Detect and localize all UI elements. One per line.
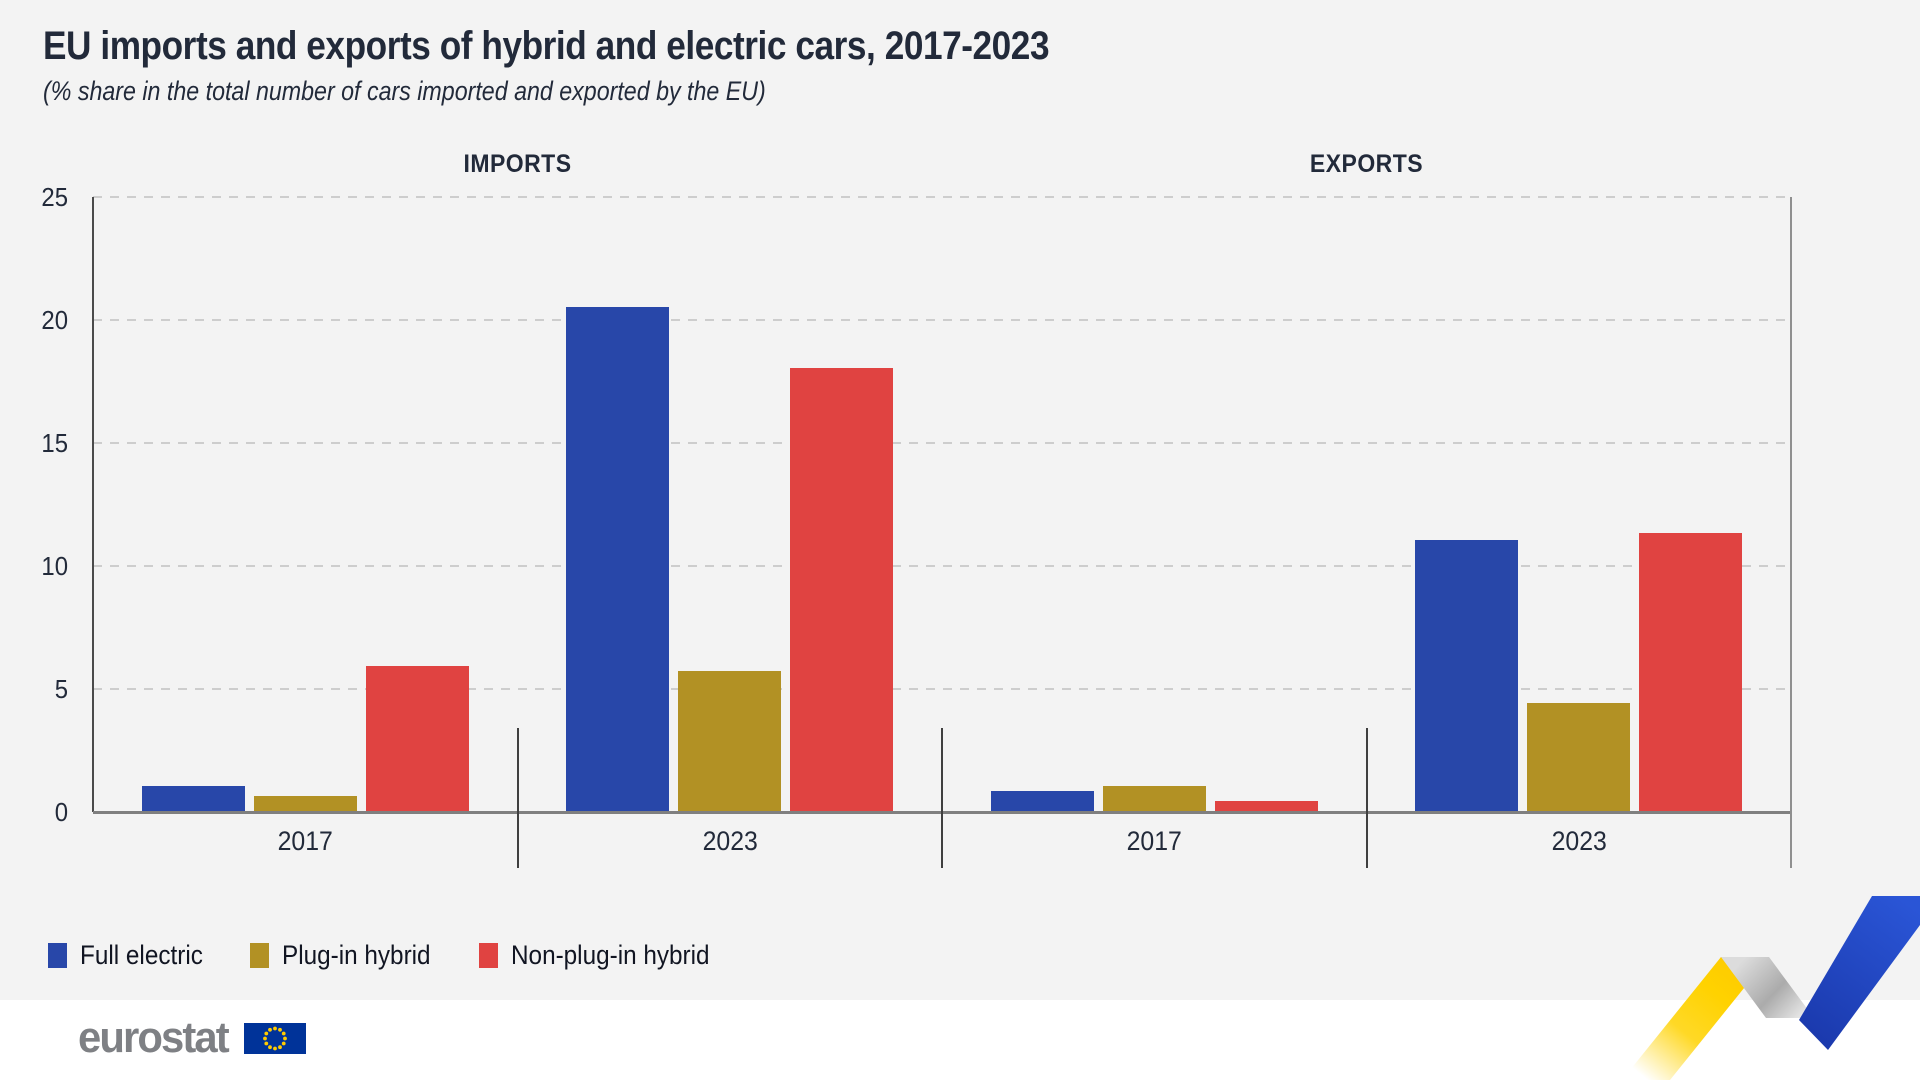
gridline-15 bbox=[93, 442, 1791, 444]
footer-strip bbox=[0, 1000, 1920, 1080]
year-label: 2023 bbox=[1551, 826, 1607, 856]
chart-plot-area: 0 5 10 15 20 25 2017 2023 2017 2023 bbox=[41, 182, 1792, 868]
bar-full-electric bbox=[566, 306, 670, 811]
bar-group-exports-2017 bbox=[942, 197, 1367, 812]
gridline-20 bbox=[93, 319, 1791, 321]
eu-flag-icon bbox=[243, 1022, 306, 1054]
bar-row bbox=[518, 306, 943, 811]
bar-group-imports-2017 bbox=[93, 197, 518, 812]
chart-legend: Full electric Plug-in hybrid Non-plug-in h… bbox=[0, 940, 1000, 970]
bar-row bbox=[1367, 533, 1792, 811]
y-tick-label: 20 bbox=[41, 305, 68, 335]
bar-full-electric bbox=[141, 786, 245, 811]
panel-header-imports: IMPORTS bbox=[463, 150, 572, 178]
bar-row bbox=[942, 786, 1367, 811]
y-tick-label: 0 bbox=[54, 797, 68, 827]
bar-group-imports-2023 bbox=[518, 197, 943, 812]
eurostat-logo-text: eurostat bbox=[78, 1013, 230, 1062]
bar-non-plug-in-hybrid bbox=[1639, 533, 1743, 811]
y-tick-label: 25 bbox=[41, 182, 68, 212]
panel-header-exports: EXPORTS bbox=[1309, 150, 1424, 178]
legend-label: Non-plug-in hybrid bbox=[511, 940, 710, 970]
legend-swatch-icon bbox=[48, 943, 67, 968]
group-separator bbox=[516, 728, 519, 868]
bar-full-electric bbox=[1415, 540, 1519, 811]
eu-flag-stars bbox=[262, 1026, 287, 1050]
year-label: 2017 bbox=[1126, 826, 1182, 856]
legend-swatch-icon bbox=[250, 943, 269, 968]
bar-row bbox=[93, 665, 518, 811]
gridline-5 bbox=[93, 688, 1791, 690]
year-label: 2017 bbox=[277, 826, 333, 856]
group-separator bbox=[1365, 728, 1368, 868]
bar-non-plug-in-hybrid bbox=[790, 368, 894, 811]
right-boundary-line bbox=[1790, 197, 1792, 868]
legend-label: Full electric bbox=[80, 940, 203, 970]
legend-item: Non-plug-in hybrid bbox=[479, 940, 732, 971]
year-label: 2023 bbox=[702, 826, 758, 856]
y-tick-label: 15 bbox=[41, 428, 68, 458]
y-axis-line bbox=[92, 197, 94, 812]
legend-label: Plug-in hybrid bbox=[282, 940, 431, 970]
bar-full-electric bbox=[990, 791, 1094, 811]
bar-plug-in-hybrid bbox=[1527, 702, 1631, 811]
bar-plug-in-hybrid bbox=[1102, 786, 1206, 811]
bar-group-exports-2023 bbox=[1367, 197, 1792, 812]
zigzag-ribbon-decoration bbox=[1622, 896, 1920, 1080]
bar-non-plug-in-hybrid bbox=[1214, 801, 1318, 811]
page-title: EU imports and exports of hybrid and ele… bbox=[43, 24, 1050, 68]
y-tick-label: 5 bbox=[54, 674, 68, 704]
legend-swatch-icon bbox=[479, 943, 498, 968]
gridline-25 bbox=[93, 196, 1791, 198]
ribbon-gray-fold bbox=[1721, 957, 1814, 1018]
bar-non-plug-in-hybrid bbox=[365, 665, 469, 811]
y-tick-label: 10 bbox=[41, 551, 68, 581]
gridline-10 bbox=[93, 565, 1791, 567]
bar-plug-in-hybrid bbox=[678, 670, 782, 811]
eurostat-logo: eurostat bbox=[78, 1013, 306, 1062]
ribbon-yellow-segment bbox=[1622, 957, 1769, 1080]
group-separator bbox=[941, 728, 943, 868]
legend-item: Plug-in hybrid bbox=[250, 940, 447, 971]
bar-plug-in-hybrid bbox=[253, 796, 357, 811]
page-subtitle: (% share in the total number of cars imp… bbox=[43, 76, 766, 106]
legend-item: Full electric bbox=[48, 940, 217, 971]
ribbon-blue-segment bbox=[1799, 896, 1920, 1050]
